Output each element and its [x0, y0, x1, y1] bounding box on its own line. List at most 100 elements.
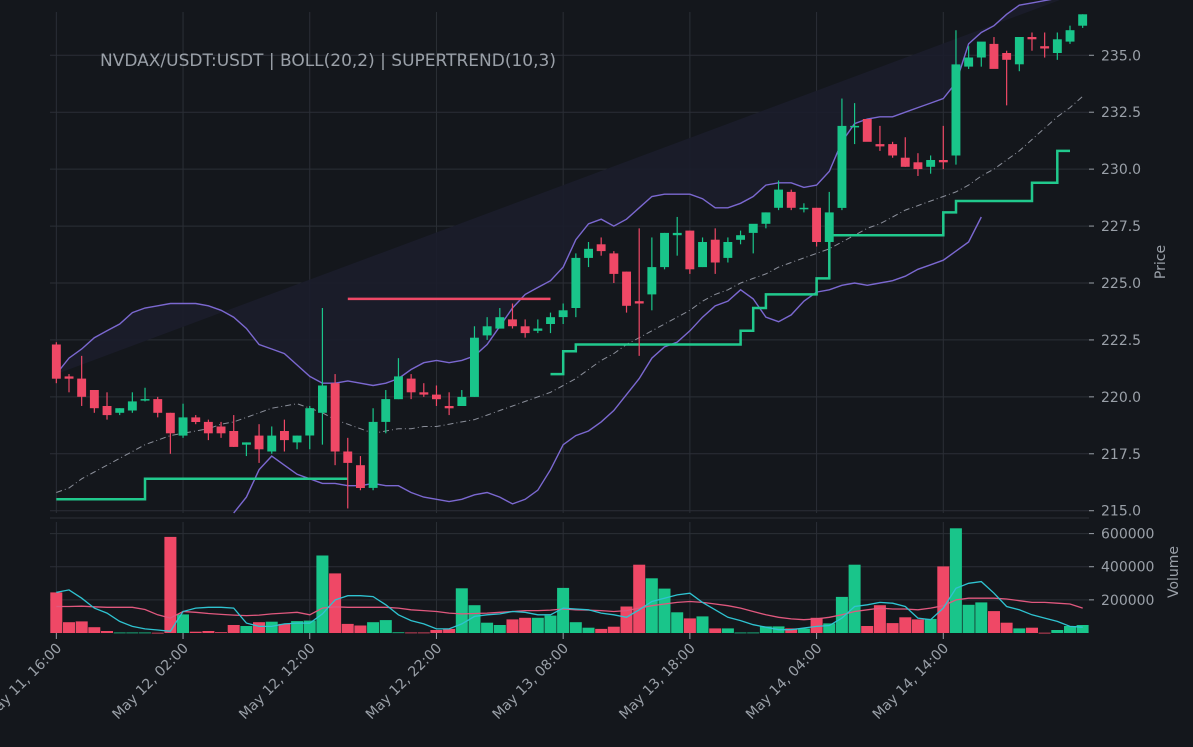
volume-bar — [734, 632, 747, 634]
volume-bar — [557, 587, 570, 633]
volume-bar — [139, 632, 151, 634]
volume-bar — [873, 605, 886, 633]
bollinger-mid-line — [56, 95, 1084, 493]
candle-body — [77, 378, 87, 397]
candle-body — [609, 253, 619, 274]
volume-bar — [658, 588, 671, 633]
volume-moving-averages — [56, 580, 1083, 632]
volume-tick-label: 200000 — [1101, 593, 1154, 609]
candle-body — [381, 399, 391, 422]
volume-bar — [988, 611, 1000, 633]
volume-bar — [1026, 627, 1038, 633]
candle-body — [356, 465, 365, 488]
volume-bar — [151, 632, 164, 634]
candle-body — [165, 412, 175, 434]
candle-body — [394, 376, 403, 400]
volume-bar — [886, 623, 899, 633]
candle-body — [786, 191, 796, 208]
volume-bar — [633, 564, 646, 633]
volume-bar — [329, 573, 342, 633]
candle-body — [1065, 30, 1075, 42]
candle-body — [558, 310, 568, 318]
candle-body — [229, 431, 239, 447]
volume-bar — [924, 618, 937, 633]
volume-bar — [937, 566, 950, 633]
candle-body — [482, 326, 492, 336]
candle-body — [647, 267, 657, 295]
candle-body — [875, 144, 885, 147]
volume-bar — [747, 632, 760, 634]
candle-body — [203, 421, 213, 434]
candle-body — [546, 317, 555, 324]
candle-body — [888, 144, 898, 156]
candle-body — [508, 319, 517, 327]
volume-bar — [265, 621, 278, 633]
price-tick-label: 225.0 — [1101, 276, 1141, 292]
volume-bar — [367, 622, 380, 633]
volume-bar — [848, 564, 861, 633]
volume-bar — [1064, 626, 1076, 633]
candle-body — [1040, 46, 1050, 49]
volume-bar — [341, 623, 354, 633]
volume-bar — [797, 628, 810, 633]
supertrend-up-line — [550, 149, 1070, 376]
candle-body — [216, 426, 226, 434]
volume-bar — [544, 615, 557, 633]
candle-body — [812, 207, 821, 242]
volume-bar — [709, 628, 722, 633]
candle-body — [495, 317, 505, 329]
volume-bar — [63, 622, 75, 633]
candle-body — [799, 207, 809, 210]
candle-body — [824, 212, 834, 242]
volume-bar — [810, 617, 823, 633]
candle-body — [102, 406, 112, 416]
volume-bar — [975, 602, 988, 633]
volume-bar — [316, 555, 329, 633]
price-tick-label: 235.0 — [1101, 48, 1141, 64]
candle-body — [178, 417, 188, 436]
candle-body — [533, 328, 543, 331]
volume-bar — [481, 622, 494, 633]
candles — [51, 14, 1088, 509]
volume-bar — [405, 632, 418, 634]
price-tick-label: 232.5 — [1101, 105, 1141, 121]
candle-body — [140, 399, 150, 401]
volume-bar — [861, 626, 874, 633]
volume-bar — [785, 628, 798, 633]
volume-bar — [595, 628, 608, 633]
volume-bar — [392, 632, 405, 634]
candle-body — [964, 57, 974, 67]
volume-bar — [531, 617, 544, 633]
candle-body — [267, 435, 277, 452]
candle-body — [1002, 53, 1012, 60]
candle-body — [976, 41, 986, 58]
candle-body — [343, 451, 353, 463]
volume-axis-label: Volume — [1166, 546, 1182, 598]
price-tick-label: 220.0 — [1101, 390, 1141, 406]
candle-body — [368, 421, 378, 488]
volume-bar — [671, 612, 684, 633]
candle-body — [280, 431, 289, 441]
candle-body — [520, 326, 530, 334]
volume-bar — [1051, 630, 1064, 633]
candle-body — [938, 160, 948, 163]
volume-ma-fast-line — [56, 580, 1083, 632]
volume-bar — [50, 592, 63, 633]
volume-bar — [519, 617, 532, 633]
candle-body — [51, 344, 61, 379]
candle-body — [457, 396, 467, 406]
volume-bars — [50, 528, 1089, 634]
supertrend-up-line — [56, 477, 348, 501]
candle-body — [330, 383, 340, 452]
volume-bar — [75, 621, 88, 633]
candle-body — [1027, 37, 1037, 40]
price-tick-label: 217.5 — [1101, 447, 1141, 463]
volume-bar — [177, 614, 189, 633]
volume-bar — [202, 631, 215, 633]
candle-body — [64, 376, 74, 379]
volume-bar — [899, 617, 912, 633]
volume-bar — [443, 628, 456, 633]
price-tick-label: 222.5 — [1101, 333, 1141, 349]
